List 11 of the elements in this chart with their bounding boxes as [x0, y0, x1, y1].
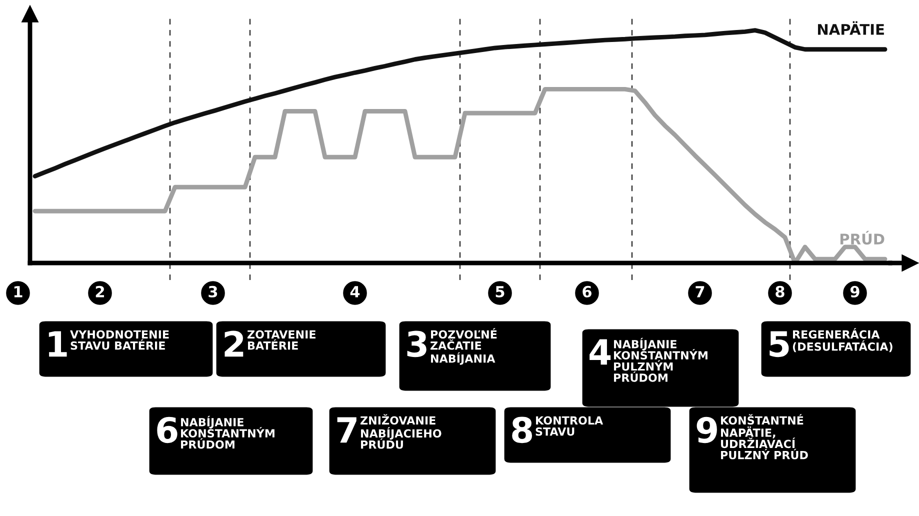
series-label: NAPÄTIE [818, 21, 884, 35]
text: 3 [208, 286, 218, 298]
text: 1 [14, 286, 22, 298]
series-label: PRÚD [840, 230, 884, 245]
text: 7 [696, 286, 704, 298]
text: 9 [850, 286, 860, 298]
text: 2 [96, 286, 104, 298]
text: 5 [496, 286, 504, 298]
text: 6 [582, 286, 592, 298]
text: 4 [350, 286, 360, 298]
text: 8 [776, 286, 784, 298]
